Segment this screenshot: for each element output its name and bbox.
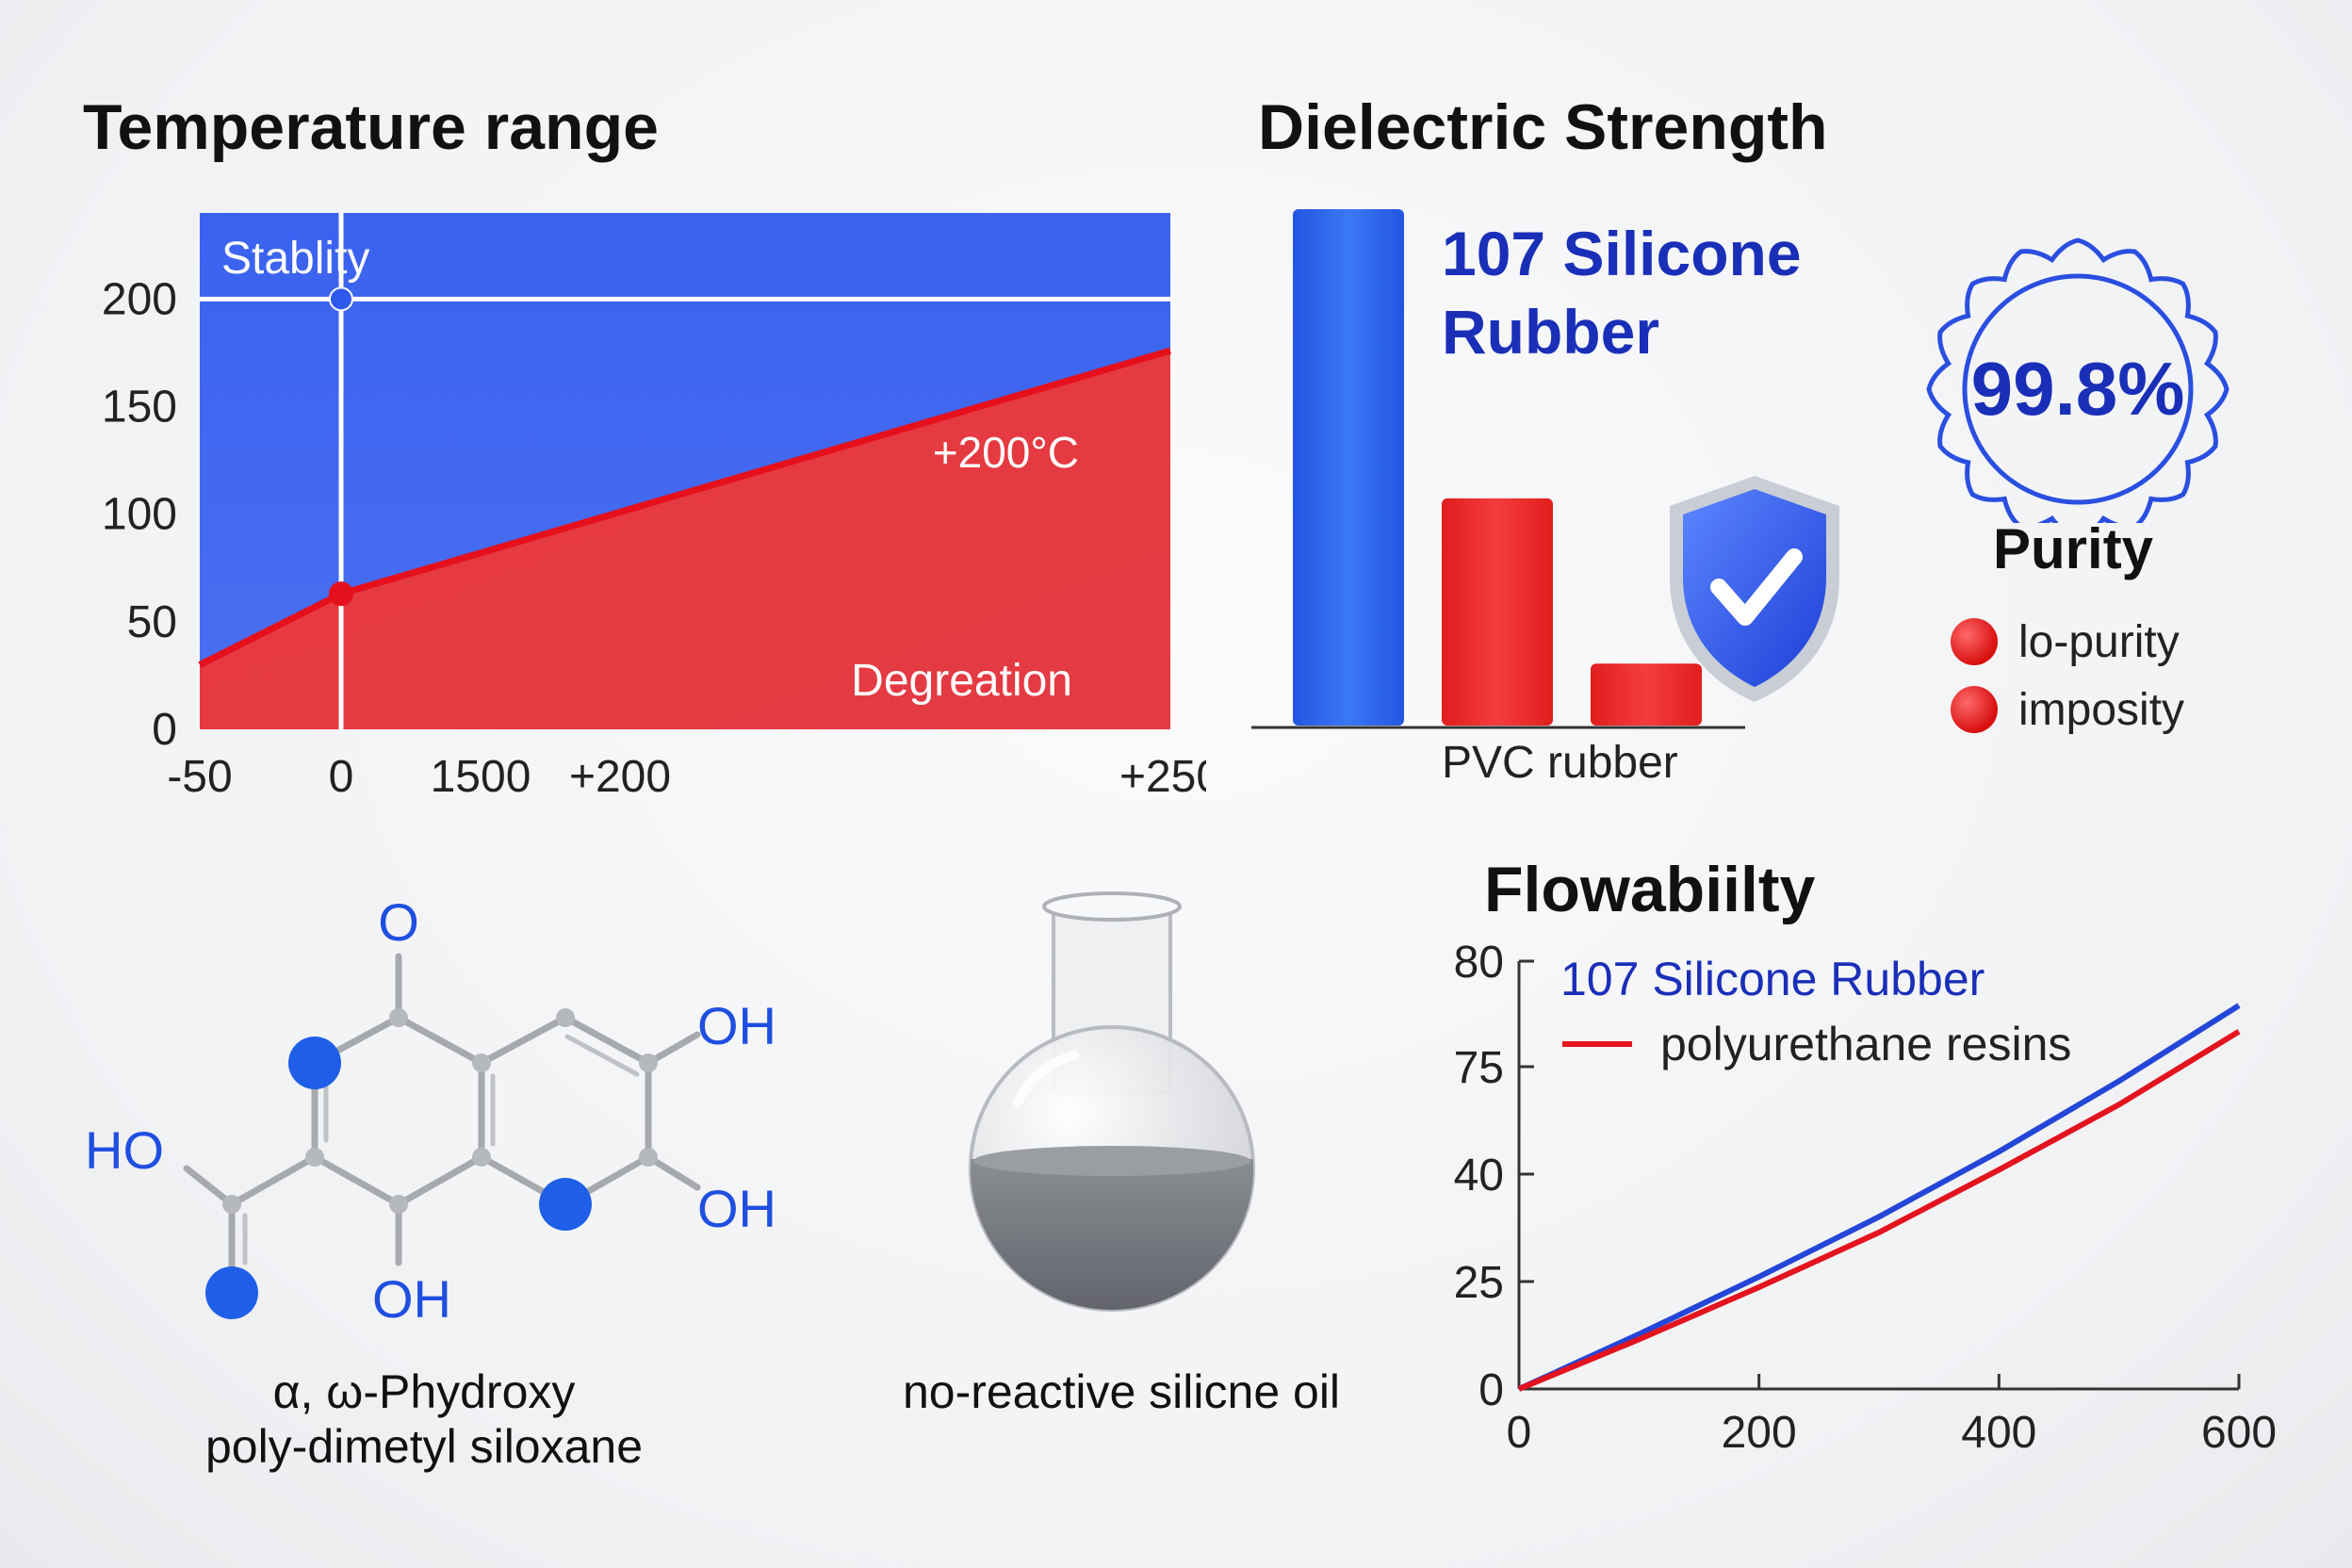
molecule-caption-line1: α, ω-Phydroxy: [272, 1365, 576, 1418]
dielectric-chart: PVC rubber 107 Silicone Rubber: [1244, 188, 1979, 810]
flowability-chart: 0 25 40 75 80 0 200 400 600 107 Silicone Rubber…: [1413, 933, 2280, 1498]
dielectric-bar: [1293, 209, 1404, 726]
degradation-area: [200, 351, 1170, 729]
purity-legend-item: lo-purity: [1951, 608, 2184, 676]
temperature-x-tick: +200: [569, 752, 671, 802]
flow-x-tick: 400: [1961, 1408, 2036, 1458]
round-flask-icon: [942, 886, 1300, 1338]
flow-series-silicone-line: [1517, 1003, 2241, 1392]
temperature-x-tick: 1500: [431, 752, 531, 802]
highlight-label-line1: 107 Silicone: [1442, 219, 1802, 288]
purity-legend: lo-purity imposity: [1951, 608, 2184, 743]
flow-y-tick: 25: [1454, 1258, 1504, 1308]
shield-check-icon: [1670, 476, 1839, 702]
molecule-caption: α, ω-Phydroxy poly-dimetyl siloxane: [94, 1364, 754, 1474]
temperature-point-label: +200°C: [933, 428, 1079, 477]
flow-x-tick: 600: [2201, 1408, 2277, 1458]
molecule-structure-icon: O HO OH OH OH: [75, 867, 848, 1357]
temperature-y-tick: 200: [102, 274, 177, 324]
flowability-title: Flowabiilty: [1484, 854, 1816, 925]
flow-legend-silicone-label: 107 Silicone Rubber: [1560, 953, 1984, 1005]
dielectric-bar: [1442, 498, 1553, 726]
purity-value: 99.8%: [1971, 347, 2185, 431]
dielectric-bar: [1591, 663, 1702, 726]
purity-legend-label: lo-purity: [2018, 616, 2180, 667]
red-dot-icon: [1951, 686, 1998, 733]
dielectric-title: Dielectric Strength: [1258, 91, 1828, 163]
red-dot-icon: [1951, 618, 1998, 665]
temperature-y-tick: 150: [102, 383, 177, 433]
temperature-title: Temperature range: [83, 91, 659, 163]
flow-x-tick: 0: [1507, 1408, 1532, 1458]
temperature-y-tick: 50: [127, 597, 177, 647]
flask-caption: no-reactive silicne oil: [902, 1365, 1341, 1418]
temperature-x-tick: -50: [167, 752, 232, 802]
temperature-x-tick: 0: [329, 752, 354, 802]
atom-label-top: O: [378, 892, 419, 952]
flow-y-tick: 0: [1478, 1365, 1504, 1415]
purity-legend-item: imposity: [1951, 676, 2184, 743]
temperature-chart: Stablity +200°C Degreation 0 50 100 150 200 …: [75, 188, 1221, 848]
purity-label: Purity: [1993, 517, 2154, 580]
temperature-y-tick: 0: [152, 705, 177, 755]
temperature-y-tick: 100: [102, 490, 177, 540]
purity-legend-label: imposity: [2018, 684, 2185, 735]
atom-label-left: HO: [85, 1120, 164, 1180]
flow-x-tick: 200: [1722, 1408, 1797, 1458]
degradation-label: Degreation: [851, 656, 1072, 706]
temperature-x-tick: +250: [1119, 752, 1206, 802]
reference-point-red: [329, 581, 353, 607]
highlight-label-line2: Rubber: [1442, 297, 1659, 367]
dielectric-category-label: PVC rubber: [1442, 738, 1678, 788]
flow-y-tick: 75: [1454, 1043, 1504, 1093]
flow-legend-polyurethane-label: polyurethane resins: [1660, 1018, 2071, 1070]
molecule-caption-line2: poly-dimetyl siloxane: [204, 1420, 644, 1473]
flow-y-tick: 80: [1454, 938, 1504, 988]
stability-label: Stablity: [221, 234, 369, 284]
flow-y-tick: 40: [1454, 1151, 1504, 1200]
seal-badge-icon: 99.8%: [1903, 221, 2262, 541]
flow-series-polyurethane-line: [1517, 1029, 2241, 1392]
reference-point-blue: [329, 286, 353, 312]
atom-label-right-bottom: OH: [697, 1179, 776, 1238]
atom-label-right-top: OH: [697, 996, 776, 1055]
atom-label-bottom: OH: [372, 1269, 451, 1329]
